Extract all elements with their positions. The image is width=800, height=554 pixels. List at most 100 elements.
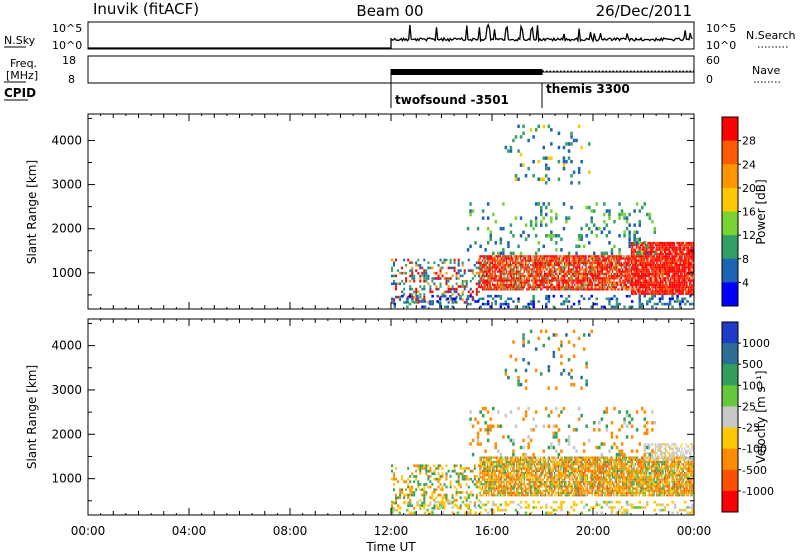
- range-cell: [401, 477, 404, 481]
- range-cell: [521, 268, 523, 271]
- range-cell: [495, 469, 498, 472]
- range-cell: [499, 489, 501, 492]
- range-cell: [671, 255, 673, 258]
- range-cell: [663, 255, 665, 258]
- range-cell: [480, 255, 482, 258]
- range-cell: [541, 474, 543, 477]
- range-cell: [527, 275, 529, 278]
- range-cell: [524, 494, 527, 497]
- range-cell: [489, 275, 491, 278]
- range-cell: [606, 255, 609, 258]
- range-cell: [551, 476, 553, 479]
- range-cell: [469, 302, 472, 306]
- range-cell: [451, 301, 454, 304]
- range-cell: [580, 159, 583, 164]
- range-cell: [538, 268, 540, 271]
- range-cell: [552, 272, 554, 275]
- range-cell: [604, 268, 606, 271]
- range-cell: [409, 274, 412, 278]
- range-cell: [489, 456, 491, 459]
- range-cell: [598, 270, 600, 273]
- range-cell: [477, 261, 480, 264]
- range-cell: [517, 124, 520, 129]
- range-cell: [673, 292, 676, 295]
- range-cell: [637, 266, 639, 269]
- range-cell: [574, 487, 576, 490]
- range-cell: [481, 478, 484, 481]
- range-cell: [661, 270, 663, 273]
- range-cell: [598, 277, 600, 280]
- range-cell: [427, 504, 430, 508]
- range-cell: [682, 259, 684, 262]
- range-cell: [521, 487, 523, 490]
- range-cell: [399, 493, 402, 497]
- range-cell: [463, 279, 466, 283]
- range-cell: [564, 286, 566, 289]
- range-cell: [541, 264, 543, 267]
- range-cell: [505, 270, 508, 273]
- range-cell: [483, 266, 485, 269]
- range-cell: [567, 487, 570, 490]
- range-cell: [510, 460, 513, 464]
- range-cell: [654, 281, 657, 284]
- range-cell: [593, 251, 596, 256]
- range-cell: [653, 272, 655, 275]
- range-cell: [683, 255, 686, 258]
- range-cell: [670, 264, 672, 267]
- range-cell: [691, 246, 693, 249]
- range-cell: [555, 458, 557, 461]
- range-cell: [665, 277, 667, 280]
- range-cell: [548, 281, 551, 284]
- range-cell: [516, 259, 518, 262]
- range-cell: [565, 489, 567, 492]
- range-cell: [536, 264, 538, 267]
- range-cell: [502, 277, 504, 280]
- range-cell: [399, 282, 402, 286]
- range-cell: [582, 272, 585, 275]
- range-cell: [632, 288, 634, 291]
- range-cell: [590, 264, 592, 267]
- range-cell: [509, 472, 511, 475]
- range-cell: [680, 290, 682, 293]
- range-cell: [514, 485, 516, 488]
- range-cell: [667, 250, 669, 253]
- range-cell: [686, 266, 688, 269]
- range-cell: [490, 489, 492, 492]
- range-cell: [555, 474, 557, 477]
- range-cell: [624, 279, 626, 282]
- range-cell: [546, 283, 548, 287]
- range-cell: [493, 489, 495, 492]
- range-cell: [653, 292, 655, 295]
- range-cell: [467, 496, 470, 500]
- range-cell: [517, 257, 519, 260]
- range-cell: [551, 283, 553, 287]
- range-cell: [453, 287, 456, 291]
- range-cell: [671, 277, 673, 280]
- range-cell: [505, 478, 508, 481]
- range-cell: [638, 290, 640, 293]
- range-cell: [647, 257, 649, 260]
- range-cell: [534, 251, 538, 256]
- range-cell: [556, 257, 558, 260]
- cpid-program-1: twofsound -3501: [395, 93, 509, 107]
- range-cell: [401, 266, 404, 270]
- range-cell: [567, 255, 570, 258]
- range-cell: [562, 259, 564, 262]
- range-cell: [558, 259, 561, 262]
- range-cell: [657, 286, 659, 289]
- range-cell: [488, 474, 490, 477]
- range-cell: [490, 272, 492, 275]
- range-cell: [514, 460, 516, 464]
- range-cell: [495, 288, 498, 291]
- range-cell: [558, 270, 561, 273]
- range-cell: [590, 275, 592, 278]
- range-cell: [395, 477, 397, 481]
- range-cell: [447, 266, 450, 270]
- range-cell: [606, 277, 609, 280]
- range-cell: [439, 305, 442, 309]
- range-cell: [500, 456, 503, 459]
- range-cell: [480, 458, 482, 461]
- range-cell: [408, 302, 412, 306]
- range-cell: [510, 456, 513, 459]
- range-cell: [644, 277, 647, 280]
